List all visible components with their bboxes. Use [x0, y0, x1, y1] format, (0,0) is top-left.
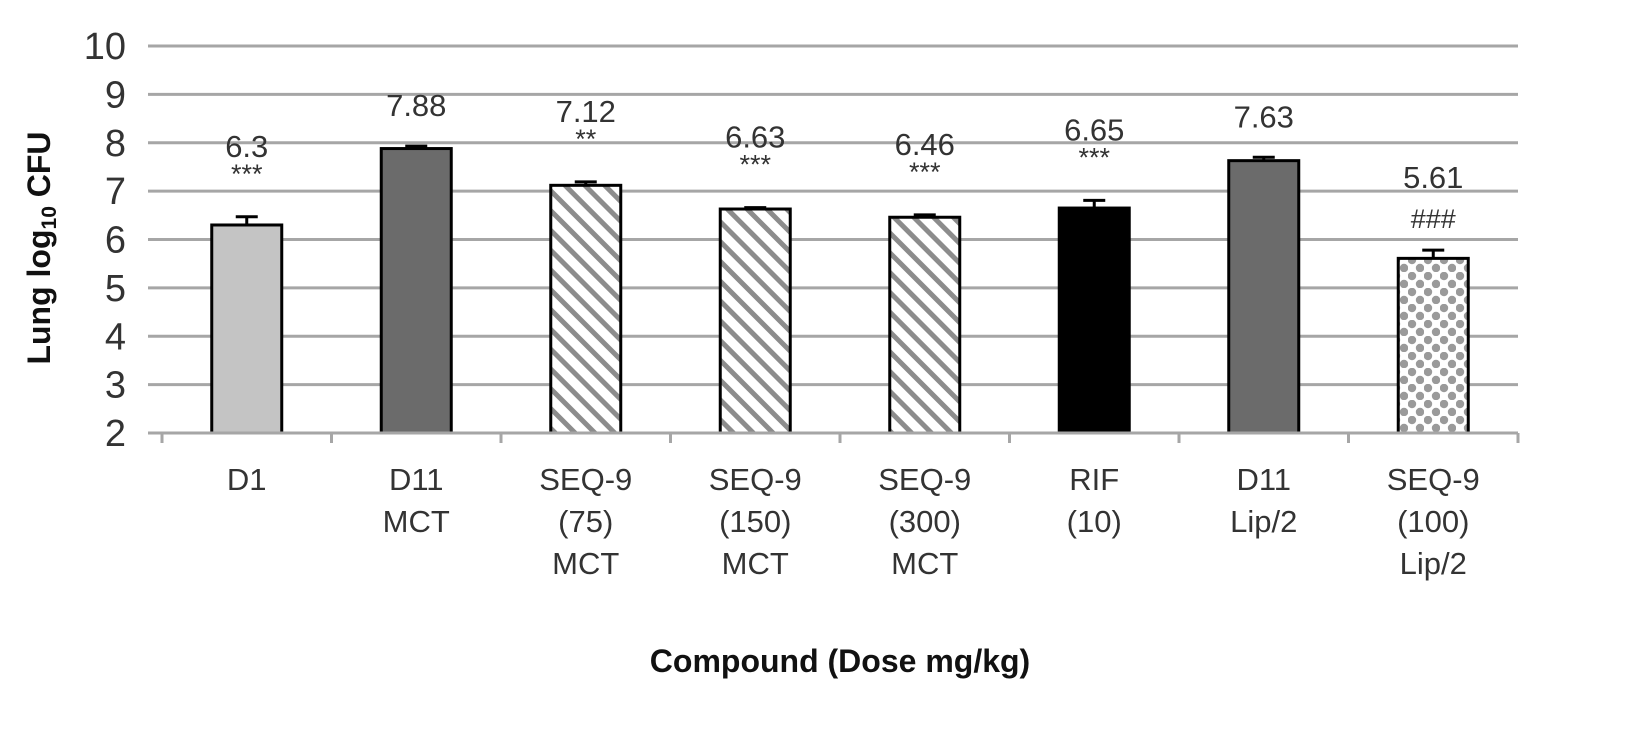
y-axis-title-subscript: 10	[38, 206, 61, 229]
significance-label: **	[575, 124, 597, 154]
x-tick-label-line: (75)	[558, 504, 613, 539]
data-label: 7.88	[386, 88, 446, 123]
x-tick-label-line: D1	[227, 462, 267, 497]
data-label: 5.61	[1403, 160, 1463, 195]
y-tick-label: 10	[84, 26, 126, 68]
y-tick-label: 2	[105, 413, 126, 455]
x-tick-label-line: D11	[389, 462, 444, 497]
y-tick-label: 6	[105, 220, 126, 262]
error-bars	[235, 144, 1445, 259]
significance-label: ***	[909, 157, 941, 187]
data-label: 6.63	[725, 120, 785, 155]
category-labels: D1 D11 MCT SEQ-9 (75) MCT SEQ-9 (150) MCT SEQ-9 (3…	[227, 462, 1480, 581]
data-label: 6.46	[895, 127, 955, 162]
x-tick-label-line: SEQ-9	[878, 462, 971, 497]
x-tick-label-line: Lip/2	[1230, 504, 1297, 539]
x-tick-label-line: MCT	[383, 504, 450, 539]
bar	[1057, 206, 1131, 435]
data-label: 7.12	[556, 94, 616, 129]
data-label: 6.3	[225, 129, 268, 164]
y-tick-label: 4	[105, 316, 126, 358]
x-tick-label: SEQ-9 (150) MCT	[709, 462, 802, 581]
gridlines	[148, 44, 1518, 435]
x-tick-label-line: SEQ-9	[539, 462, 632, 497]
significance-label: ***	[231, 159, 263, 189]
x-tick-label: D11 Lip/2	[1230, 462, 1297, 539]
bar	[1227, 159, 1301, 435]
bar	[1396, 256, 1470, 435]
x-tick-label-line: RIF	[1069, 462, 1119, 497]
x-tick-label-line: (300)	[889, 504, 961, 539]
x-tick-label: SEQ-9 (75) MCT	[539, 462, 632, 581]
bars	[210, 147, 1470, 435]
bar	[549, 183, 623, 435]
bar	[718, 207, 792, 435]
significance-label: ***	[739, 150, 771, 180]
x-tick-label-line: (10)	[1067, 504, 1122, 539]
value-labels: ***6.37.88**7.12***6.63***6.46 ***6.65 7.6…	[225, 88, 1463, 234]
y-axis-title: Lung log10 CFU	[21, 131, 61, 364]
y-tick-label: 5	[105, 268, 126, 310]
y-axis-title-suffix: CFU	[21, 131, 57, 206]
x-tick-label: D11 MCT	[383, 462, 450, 539]
bar	[888, 215, 962, 435]
x-tick-label-line: D11	[1236, 462, 1291, 497]
x-tick-label-line: Lip/2	[1400, 546, 1467, 581]
x-tick-label-line: MCT	[552, 546, 619, 581]
x-tick-label: RIF (10)	[1067, 462, 1122, 539]
y-tick-label: 3	[105, 365, 126, 407]
x-axis	[160, 431, 1520, 443]
x-tick-label: D1	[227, 462, 267, 497]
x-tick-label-line: MCT	[722, 546, 789, 581]
x-tick-label-line: SEQ-9	[1387, 462, 1480, 497]
x-tick-label-line: SEQ-9	[709, 462, 802, 497]
x-tick-label-line: MCT	[891, 546, 958, 581]
x-tick-label: SEQ-9 (300) MCT	[878, 462, 971, 581]
y-axis-title-prefix: Lung log	[21, 229, 57, 364]
bar	[379, 147, 453, 435]
x-tick-label-line: (100)	[1397, 504, 1469, 539]
data-label: 6.65	[1064, 112, 1124, 147]
significance-label: ###	[1411, 204, 1456, 234]
x-axis-title: Compound (Dose mg/kg)	[650, 643, 1030, 679]
y-tick-label: 7	[105, 171, 126, 213]
y-tick-label: 9	[105, 74, 126, 116]
y-axis-ticks: 2 3 4 5 6 7 8 9 10	[84, 26, 126, 455]
x-tick-label: SEQ-9 (100) Lip/2	[1387, 462, 1480, 581]
x-tick-label-line: (150)	[719, 504, 791, 539]
significance-label: ***	[1078, 142, 1110, 172]
bar	[210, 223, 284, 435]
y-tick-label: 8	[105, 123, 126, 165]
data-label: 7.63	[1234, 99, 1294, 134]
